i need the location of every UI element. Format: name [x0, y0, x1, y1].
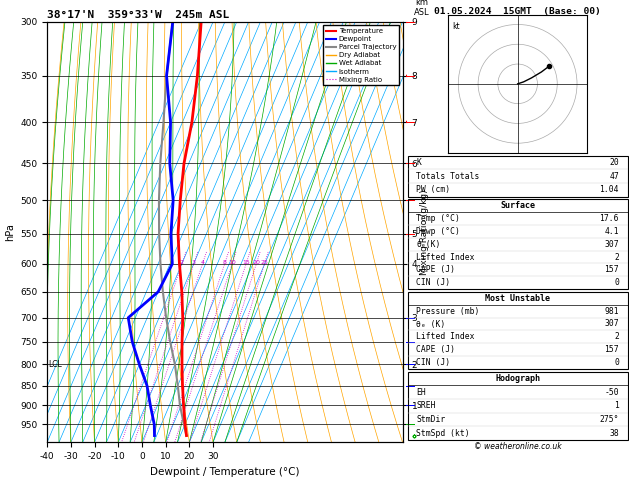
Text: 307: 307	[604, 319, 619, 329]
Text: Lifted Index: Lifted Index	[416, 253, 475, 261]
Text: 20: 20	[609, 158, 619, 167]
Text: Lifted Index: Lifted Index	[416, 332, 475, 342]
Text: 981: 981	[604, 307, 619, 315]
Text: CIN (J): CIN (J)	[416, 358, 450, 367]
Text: 8: 8	[223, 260, 226, 265]
Text: 3: 3	[191, 260, 196, 265]
Text: 157: 157	[604, 346, 619, 354]
Text: Dewp (°C): Dewp (°C)	[416, 227, 460, 236]
Text: LCL: LCL	[48, 360, 62, 369]
Text: 10: 10	[228, 260, 236, 265]
Text: 2: 2	[180, 260, 184, 265]
Text: 2: 2	[614, 253, 619, 261]
Text: StmDir: StmDir	[416, 415, 446, 424]
Text: 47: 47	[609, 172, 619, 181]
Text: 1.04: 1.04	[599, 186, 619, 194]
Text: Most Unstable: Most Unstable	[485, 294, 550, 303]
Text: 307: 307	[604, 240, 619, 249]
Text: 15: 15	[242, 260, 250, 265]
Text: 20: 20	[252, 260, 260, 265]
Text: 1: 1	[614, 401, 619, 410]
Text: SREH: SREH	[416, 401, 436, 410]
Text: 38: 38	[609, 429, 619, 437]
Text: EH: EH	[416, 388, 426, 397]
Text: -50: -50	[604, 388, 619, 397]
Y-axis label: Mixing Ratio (g/kg): Mixing Ratio (g/kg)	[420, 189, 429, 275]
X-axis label: Dewpoint / Temperature (°C): Dewpoint / Temperature (°C)	[150, 467, 299, 477]
Text: CIN (J): CIN (J)	[416, 278, 450, 287]
Text: StmSpd (kt): StmSpd (kt)	[416, 429, 470, 437]
Text: PW (cm): PW (cm)	[416, 186, 450, 194]
Text: Surface: Surface	[500, 201, 535, 210]
Text: CAPE (J): CAPE (J)	[416, 265, 455, 275]
Text: 17.6: 17.6	[599, 214, 619, 223]
Text: kt: kt	[452, 22, 460, 32]
Text: 0: 0	[614, 278, 619, 287]
Text: 01.05.2024  15GMT  (Base: 00): 01.05.2024 15GMT (Base: 00)	[434, 7, 601, 17]
Y-axis label: hPa: hPa	[4, 223, 14, 241]
Text: 2: 2	[614, 332, 619, 342]
Text: 275°: 275°	[599, 415, 619, 424]
Text: 157: 157	[604, 265, 619, 275]
Text: 0: 0	[614, 358, 619, 367]
Text: 4.1: 4.1	[604, 227, 619, 236]
Text: CAPE (J): CAPE (J)	[416, 346, 455, 354]
Text: 4: 4	[200, 260, 204, 265]
Text: θₑ(K): θₑ(K)	[416, 240, 441, 249]
Text: km
ASL: km ASL	[414, 0, 429, 17]
Text: Hodograph: Hodograph	[495, 374, 540, 383]
Text: θₑ (K): θₑ (K)	[416, 319, 446, 329]
Text: © weatheronline.co.uk: © weatheronline.co.uk	[474, 442, 562, 451]
Legend: Temperature, Dewpoint, Parcel Trajectory, Dry Adiabat, Wet Adiabat, Isotherm, Mi: Temperature, Dewpoint, Parcel Trajectory…	[323, 25, 399, 86]
Text: Temp (°C): Temp (°C)	[416, 214, 460, 223]
Text: K: K	[416, 158, 421, 167]
Text: Totals Totals: Totals Totals	[416, 172, 480, 181]
Text: 38°17'N  359°33'W  245m ASL: 38°17'N 359°33'W 245m ASL	[47, 10, 230, 20]
Text: Pressure (mb): Pressure (mb)	[416, 307, 480, 315]
Text: 25: 25	[260, 260, 268, 265]
